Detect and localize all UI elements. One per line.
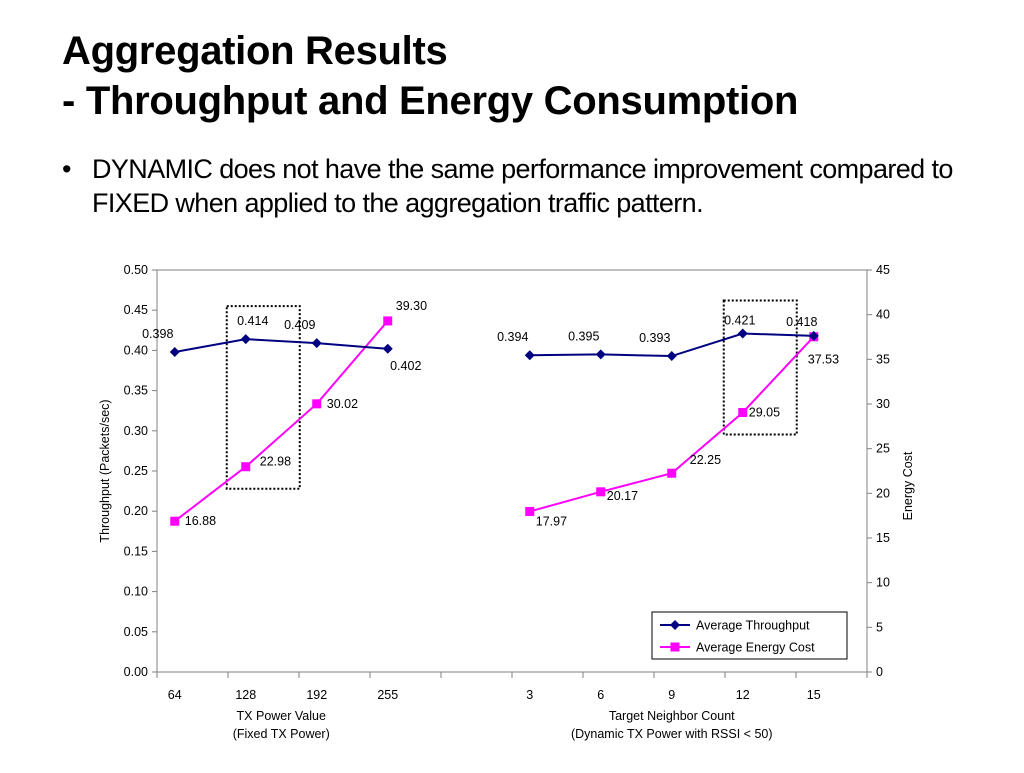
y2-tick-label: 5 [876,620,883,634]
y2-tick-label: 30 [876,397,890,411]
throughput-point [311,338,322,349]
y2-tick-label: 25 [876,442,890,456]
y2-tick-label: 45 [876,263,890,277]
slide-title: Aggregation Results - Throughput and Ene… [62,26,798,126]
x-tick-label: 128 [235,688,256,702]
y2-tick-label: 35 [876,352,890,366]
throughput-point [595,349,606,360]
energy-point [312,399,322,409]
y-tick-label: 0.20 [124,504,148,518]
x-axis-label: TX Power Value [237,709,326,723]
energy-point [241,462,251,472]
energy-point [596,487,606,497]
energy-data-label: 29.05 [749,405,780,419]
slide-title-line1: Aggregation Results [62,29,448,73]
slide-title-line2: - Throughput and Energy Consumption [62,79,799,123]
energy-point [383,316,393,326]
energy-data-label: 39.30 [396,299,427,313]
x-tick-label: 9 [668,688,675,702]
throughput-point [240,334,251,345]
y2-tick-label: 0 [876,665,883,679]
y-tick-label: 0.35 [124,384,148,398]
throughput-data-label: 0.398 [142,327,173,341]
throughput-point [666,351,677,362]
x-tick-label: 255 [377,688,398,702]
legend-label: Average Energy Cost [696,641,815,655]
y2-tick-label: 20 [876,486,890,500]
throughput-point [169,347,180,358]
energy-data-label: 22.25 [690,453,721,467]
throughput-point [382,343,393,354]
x-tick-label: 64 [168,688,182,702]
throughput-point [808,330,819,341]
energy-data-label: 30.02 [327,397,358,411]
legend-box [651,611,848,660]
legend-label: Average Throughput [696,619,810,633]
y-tick-label: 0.25 [124,464,148,478]
plot-area [156,269,868,673]
energy-data-label: 17.97 [536,514,567,528]
throughput-data-label: 0.394 [497,330,528,344]
y2-tick-label: 10 [876,576,890,590]
legend-diamond-icon [670,620,680,630]
x-tick-label: 15 [807,688,821,702]
x-axis-sublabel: (Fixed TX Power) [233,727,330,741]
x-axis-label: Target Neighbor Count [609,709,735,723]
highlight-box [225,305,301,490]
y-axis-label: Throughput (Packets/sec) [98,399,112,542]
energy-point [667,468,677,478]
energy-data-label: 37.53 [808,353,839,367]
throughput-series-line [174,338,388,353]
x-tick-label: 12 [736,688,750,702]
y-tick-label: 0.45 [124,303,148,317]
legend-square-icon [670,642,680,652]
x-tick-label: 192 [306,688,327,702]
y-tick-label: 0.30 [124,424,148,438]
energy-series-line [174,320,389,522]
y2-tick-label: 40 [876,308,890,322]
y-tick-label: 0.15 [124,544,148,558]
x-axis-sublabel: (Dynamic TX Power with RSSI < 50) [571,727,773,741]
throughput-data-label: 0.418 [786,315,817,329]
throughput-data-label: 0.395 [568,329,599,343]
throughput-point [737,328,748,339]
energy-point [738,407,748,417]
throughput-point [524,350,535,361]
y2-axis-label: Energy Cost [901,451,915,520]
y-tick-label: 0.00 [124,665,148,679]
bullet-text: DYNAMIC does not have the same performan… [92,154,953,218]
bullet-dot-icon: • [62,154,71,184]
energy-data-label: 20.17 [607,489,638,503]
throughput-data-label: 0.414 [237,314,268,328]
throughput-data-label: 0.393 [639,331,670,345]
x-tick-label: 3 [526,688,533,702]
throughput-data-label: 0.402 [390,359,421,373]
y-tick-label: 0.50 [124,263,148,277]
y-tick-label: 0.40 [124,343,148,357]
y-tick-label: 0.10 [124,585,148,599]
throughput-data-label: 0.421 [724,314,755,328]
throughput-data-label: 0.409 [284,318,315,332]
energy-data-label: 16.88 [185,514,216,528]
x-tick-label: 6 [597,688,604,702]
highlight-box [722,299,798,436]
y2-tick-label: 15 [876,531,890,545]
energy-point [170,516,180,526]
energy-point [525,506,535,516]
y-tick-label: 0.05 [124,625,148,639]
energy-data-label: 22.98 [260,455,291,469]
